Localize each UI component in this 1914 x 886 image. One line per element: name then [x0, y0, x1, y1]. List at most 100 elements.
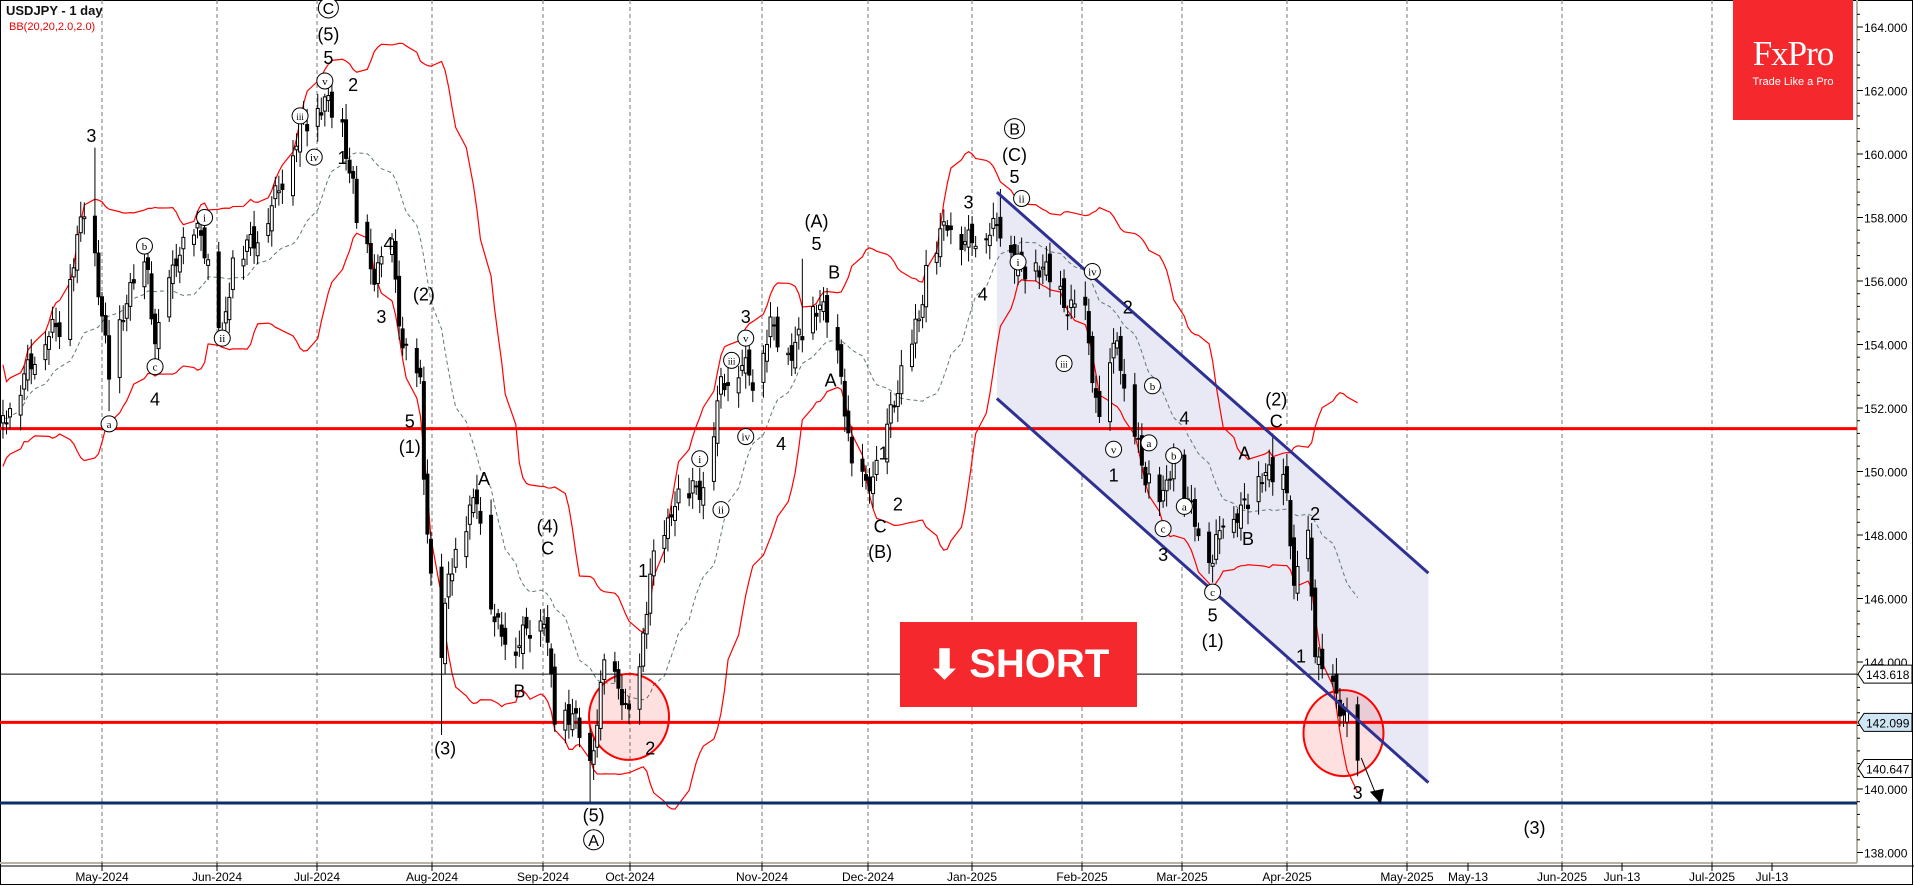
- candle-body: [443, 602, 448, 665]
- wave-label: i: [691, 450, 709, 468]
- candle: [478, 497, 483, 535]
- candle: [32, 356, 37, 380]
- wave-label: C: [874, 516, 887, 536]
- x-tick-label: Jun-2025: [1537, 870, 1587, 884]
- candle-body: [223, 311, 228, 324]
- candle-body: [393, 240, 398, 280]
- wave-label-text: 3: [376, 307, 386, 327]
- candle-body: [1093, 388, 1098, 398]
- wave-label: 5: [1010, 167, 1020, 187]
- candle-body: [103, 315, 108, 336]
- candle-body: [1281, 473, 1286, 490]
- candle-body: [181, 236, 186, 250]
- wave-label: (B): [868, 542, 892, 562]
- wave-label-text: 5: [811, 234, 821, 254]
- candle-body: [439, 566, 444, 658]
- candle: [128, 272, 133, 321]
- wave-label-text: a: [1147, 438, 1152, 450]
- candle-body: [1256, 476, 1261, 503]
- candle-body: [920, 304, 925, 318]
- candle-body: [464, 531, 469, 558]
- candle-body: [948, 225, 953, 231]
- candle-body: [899, 365, 904, 395]
- candle: [1263, 463, 1268, 492]
- candle: [149, 261, 154, 325]
- wave-label: 4: [1179, 409, 1189, 429]
- candle-body: [994, 224, 999, 227]
- candle-body: [489, 514, 494, 610]
- candle: [1108, 348, 1113, 431]
- candle: [538, 609, 543, 647]
- candle: [750, 369, 755, 403]
- candle: [764, 329, 769, 373]
- candle-body: [1139, 435, 1144, 466]
- candle-body: [421, 381, 426, 480]
- candle: [1270, 433, 1275, 496]
- candle: [266, 208, 271, 243]
- candle: [425, 459, 430, 544]
- wave-label-text: b: [142, 241, 148, 253]
- candle-body: [390, 238, 395, 255]
- candle-body: [351, 170, 356, 179]
- candle: [18, 385, 23, 431]
- candle: [1157, 466, 1162, 516]
- candle-body: [885, 423, 890, 463]
- candle-body: [1047, 253, 1052, 283]
- candle-body: [517, 645, 522, 649]
- candle: [789, 333, 794, 376]
- candle-body: [1111, 342, 1116, 359]
- candle: [1033, 249, 1038, 282]
- wave-label: c: [1154, 520, 1172, 538]
- wave-label-text: 4: [150, 389, 160, 409]
- candle: [29, 339, 34, 385]
- candle: [775, 306, 780, 353]
- candle: [637, 653, 642, 725]
- level-price-tag: 142.099: [1857, 712, 1913, 732]
- candle: [1330, 664, 1335, 688]
- candle-body: [227, 296, 232, 321]
- candle-body: [71, 267, 76, 278]
- wave-label: (1): [1202, 631, 1224, 651]
- y-tick-label: 150.000: [1864, 466, 1908, 480]
- candle-body: [740, 364, 745, 371]
- candle: [489, 499, 494, 615]
- candle: [280, 169, 285, 205]
- candle: [241, 245, 246, 280]
- candle: [1267, 449, 1272, 488]
- wave-label-text: b: [1171, 451, 1177, 463]
- candle-body: [230, 257, 235, 290]
- wave-label-text: B: [1242, 529, 1254, 549]
- candle: [1217, 516, 1222, 555]
- candle-body: [379, 256, 384, 265]
- candle-body: [290, 155, 295, 197]
- candle: [1161, 475, 1166, 508]
- wave-label: 4: [383, 234, 393, 254]
- wave-label: (1): [399, 437, 421, 457]
- candle-body: [1058, 285, 1063, 290]
- candle-body: [818, 304, 823, 311]
- candle: [117, 305, 122, 394]
- candle: [1097, 375, 1102, 423]
- candle: [846, 395, 851, 442]
- candle: [917, 310, 922, 333]
- candle: [818, 290, 823, 323]
- wave-label-circle: [213, 329, 231, 347]
- candle: [428, 531, 433, 586]
- candle-body: [78, 216, 83, 234]
- candle: [718, 367, 723, 409]
- candle: [563, 702, 568, 744]
- candle: [453, 537, 458, 573]
- candle-body: [1334, 673, 1339, 694]
- candle: [474, 474, 479, 520]
- candle-body: [1214, 534, 1219, 560]
- candle: [375, 254, 380, 298]
- candle-body: [1306, 529, 1311, 560]
- candle-body: [499, 624, 504, 637]
- candle-body: [786, 352, 791, 356]
- candle: [103, 302, 108, 344]
- wave-label: v: [316, 72, 334, 90]
- candle: [1242, 483, 1247, 509]
- candle-body: [641, 632, 646, 667]
- candle-body: [191, 234, 196, 245]
